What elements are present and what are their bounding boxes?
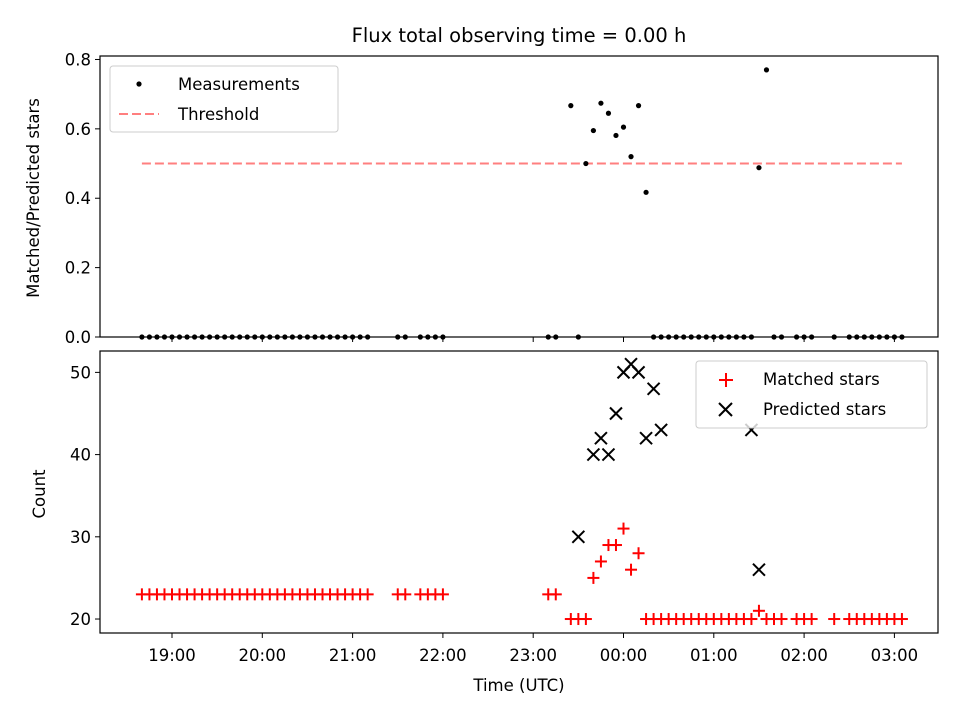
matched-star-point	[895, 613, 908, 626]
matched-star-point	[775, 613, 788, 626]
x-tick-label: 01:00	[690, 646, 738, 665]
predicted-star-point	[752, 562, 766, 577]
top-legend: Measurements Threshold	[109, 65, 339, 133]
bottom-y-tick-label: 20	[70, 610, 91, 629]
matched-star-point	[609, 539, 622, 552]
predicted-star-point	[594, 431, 608, 445]
predicted-star-point	[631, 365, 646, 380]
predicted-star-point	[609, 406, 623, 421]
top-y-tick-label: 0.8	[65, 50, 91, 69]
matched-star-point	[361, 588, 374, 601]
x-tick-label: 02:00	[780, 646, 828, 665]
predicted-star-point	[571, 530, 586, 544]
matched-star-point	[828, 613, 841, 626]
predicted-star-point	[639, 431, 653, 445]
matched-star-point	[594, 555, 607, 568]
bottom-y-tick-label: 30	[70, 528, 91, 547]
measurement-point	[583, 160, 589, 167]
bottom-y-axis-label: Count	[30, 469, 49, 519]
top-y-tick-label: 0.2	[65, 259, 91, 278]
measurement-point	[598, 100, 604, 106]
top-y-axis-label: Matched/Predicted stars	[24, 98, 43, 298]
measurement-point	[613, 132, 619, 139]
measurement-point	[763, 67, 770, 73]
bottom-legend-box	[695, 360, 928, 429]
bottom-legend: Matched stars Predicted stars	[695, 360, 928, 429]
matched-star-point	[617, 522, 630, 535]
x-tick-label: 20:00	[239, 646, 287, 665]
threshold-legend-label: Threshold	[177, 105, 259, 124]
predicted-star-point	[601, 447, 616, 462]
x-tick-label: 19:00	[148, 646, 196, 665]
matched-star-point	[549, 588, 562, 601]
matched-star-point	[752, 604, 765, 617]
measurements-legend-marker	[136, 81, 142, 87]
measurements-legend-label: Measurements	[178, 75, 300, 94]
chart-title: Flux total observing time = 0.00 h	[352, 24, 687, 47]
x-axis-label: Time (UTC)	[472, 676, 564, 695]
measurement-point	[628, 154, 634, 160]
measurement-point	[643, 189, 649, 195]
x-tick-label: 00:00	[600, 646, 648, 665]
matched-star-point	[745, 613, 758, 626]
bottom-y-tick-label: 40	[70, 446, 91, 465]
top-y-tick-label: 0.4	[65, 189, 91, 208]
measurement-point	[620, 124, 627, 130]
predicted-star-point	[586, 447, 601, 462]
matched-star-point	[436, 588, 449, 601]
measurement-point	[605, 110, 612, 116]
bottom-y-tick-label: 50	[70, 363, 91, 382]
predicted-legend-marker	[718, 402, 733, 417]
measurement-point	[756, 165, 762, 171]
x-tick-label: 03:00	[871, 646, 919, 665]
top-y-tick-label: 0.0	[65, 328, 91, 347]
matched-legend-label: Matched stars	[763, 370, 880, 389]
x-tick-label: 22:00	[419, 646, 467, 665]
matched-legend-marker	[719, 373, 733, 387]
matched-star-point	[587, 571, 600, 584]
x-tick-label: 23:00	[509, 646, 557, 665]
matched-star-point	[399, 588, 412, 601]
matched-star-point	[632, 547, 645, 560]
matched-star-point	[805, 613, 818, 626]
measurement-point	[568, 103, 574, 109]
top-legend-box	[109, 65, 339, 133]
matched-star-point	[625, 563, 638, 576]
measurement-point	[635, 103, 642, 109]
top-plot-frame	[99, 55, 939, 338]
predicted-star-point	[646, 382, 661, 396]
bottom-plot-area: 20 30 40 50 19:00 20:00 21:00 22:00 23:00 00:00 01…	[70, 357, 919, 665]
top-y-tick-label: 0.6	[65, 120, 91, 139]
predicted-star-point	[654, 423, 668, 437]
measurement-point	[590, 127, 597, 134]
matched-star-point	[579, 613, 592, 626]
bottom-plot-frame	[99, 350, 939, 634]
x-tick-label: 21:00	[329, 646, 377, 665]
predicted-legend-label: Predicted stars	[763, 400, 886, 419]
